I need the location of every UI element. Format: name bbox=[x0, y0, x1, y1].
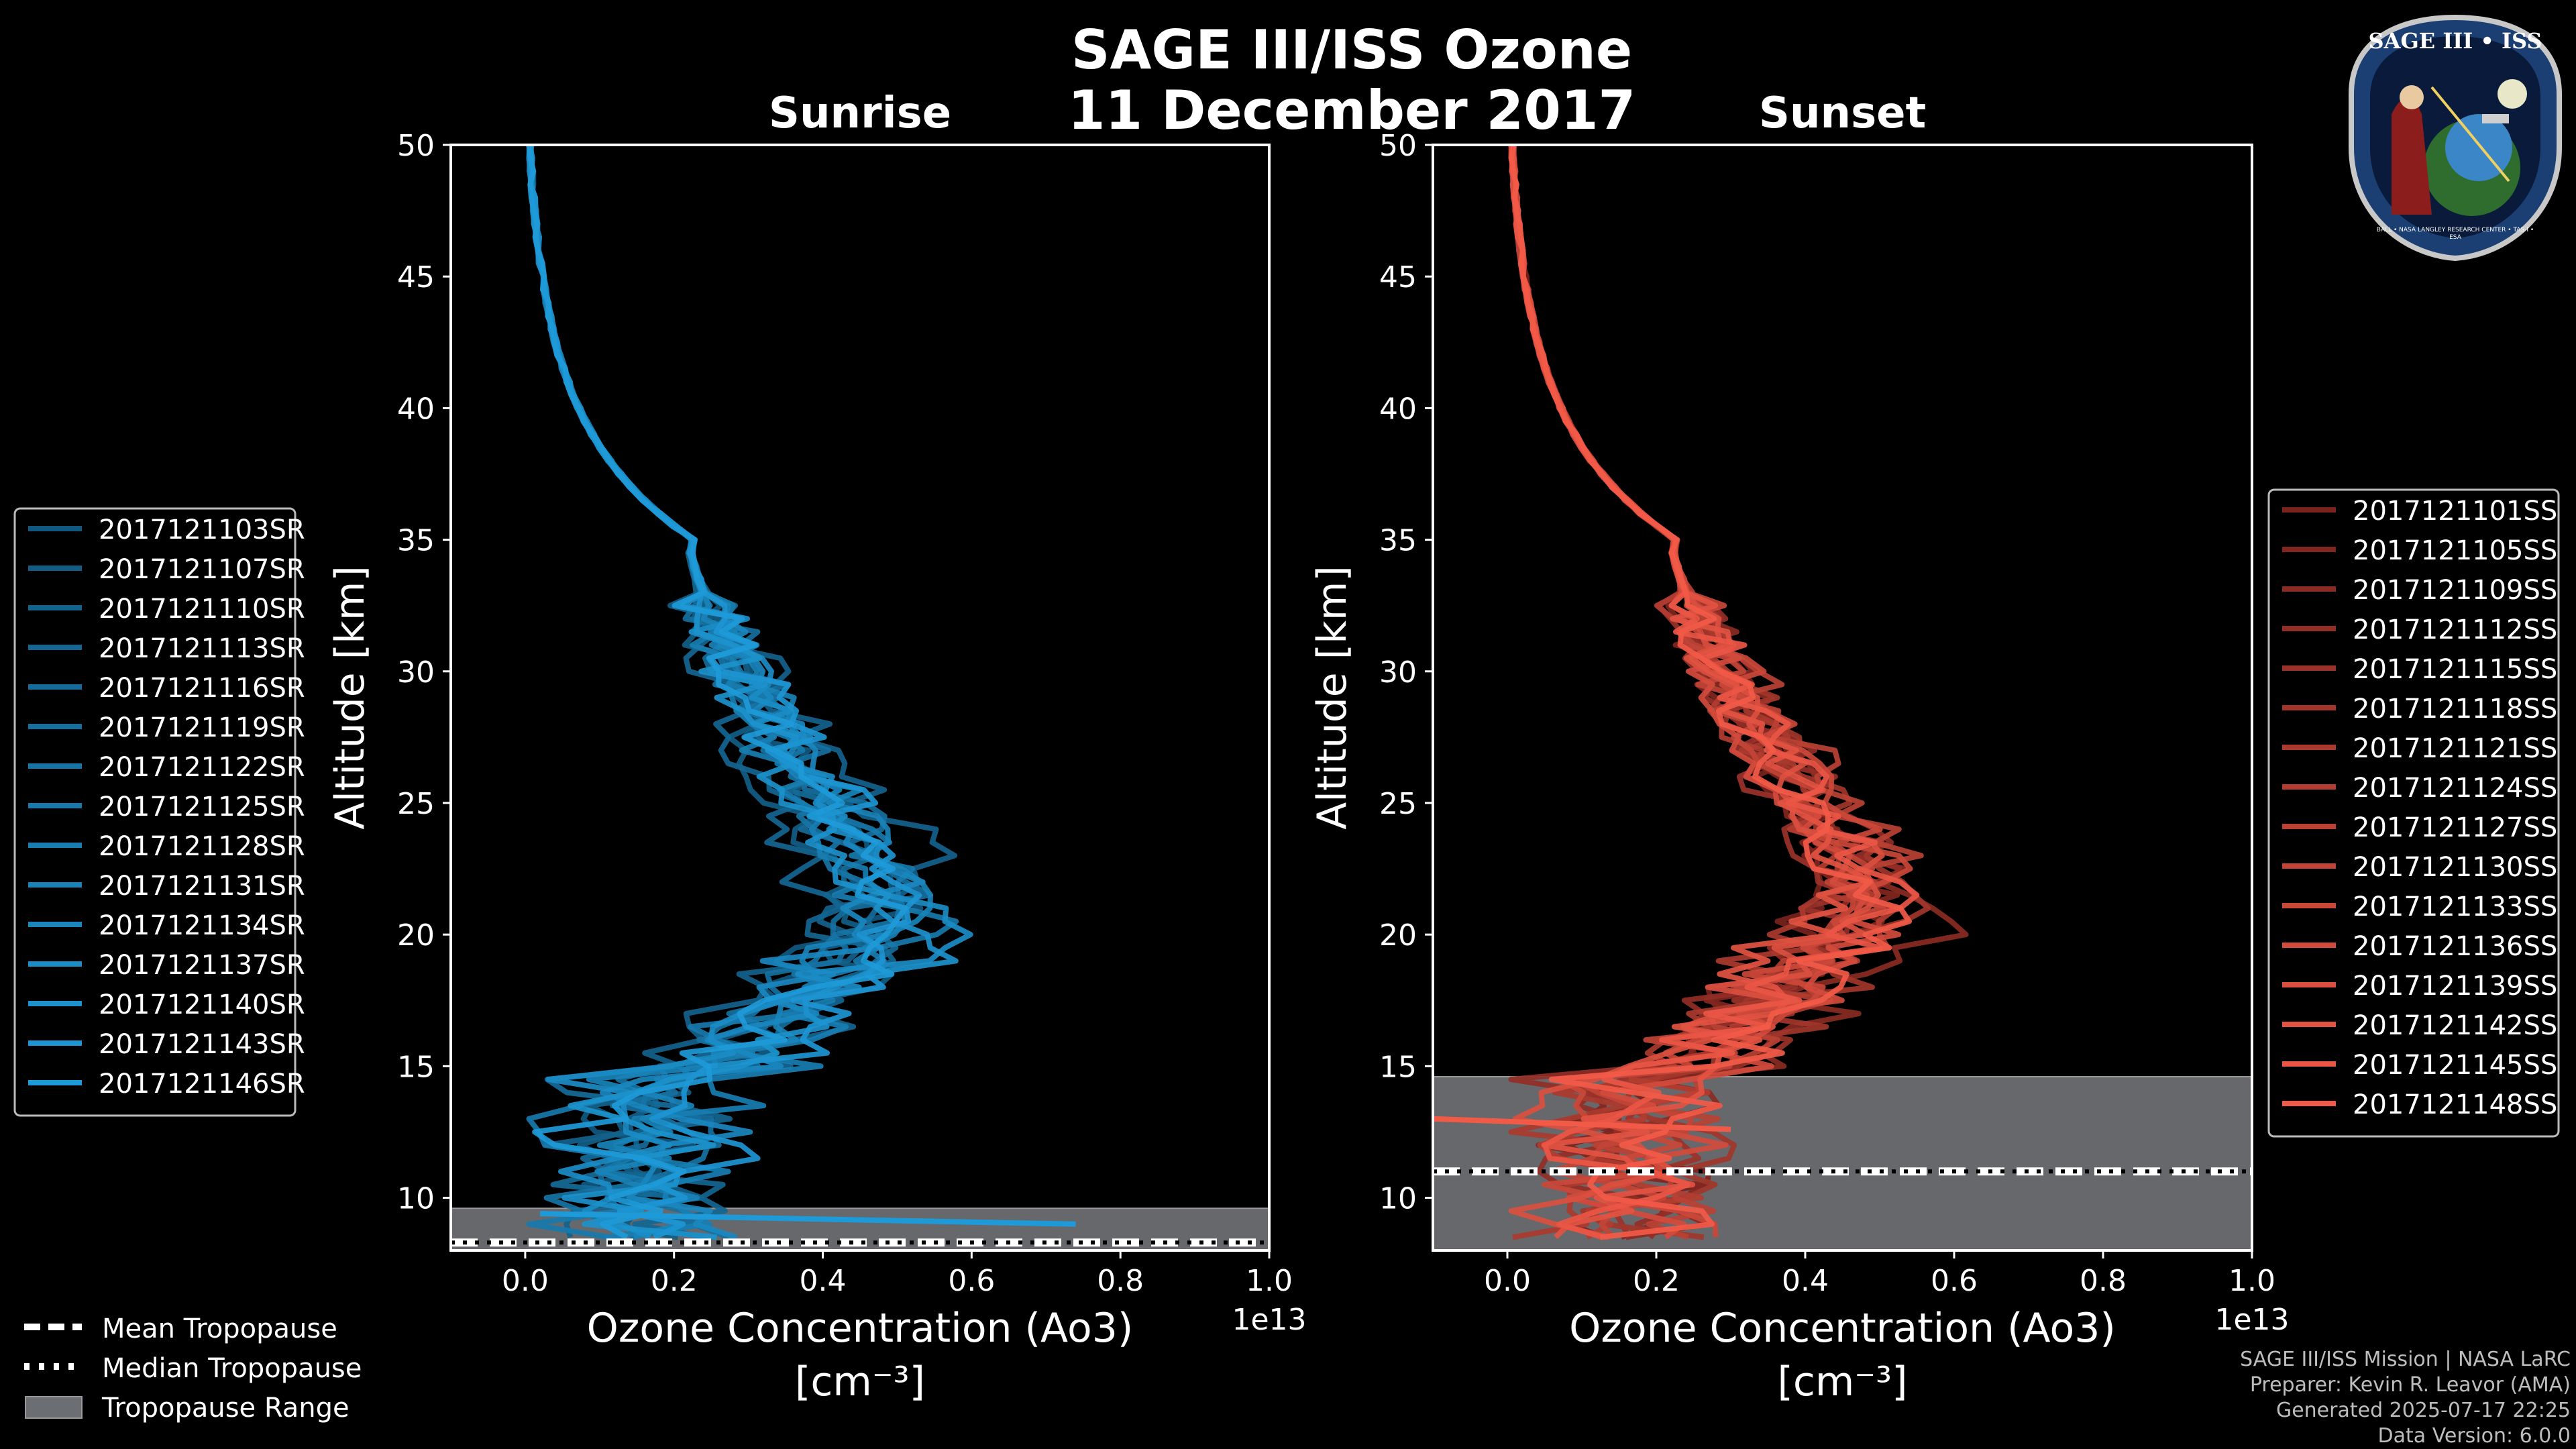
sunrise-legend-label: 2017121143SR bbox=[99, 1029, 305, 1060]
sunset-xunit: [cm⁻³] bbox=[1778, 1358, 1908, 1405]
logo-text: SAGE III • ISS bbox=[2368, 28, 2542, 54]
sunrise-legend-label: 2017121107SR bbox=[99, 554, 305, 585]
sunset-xtick-label: 0.6 bbox=[1931, 1264, 1978, 1298]
sunrise-ytick-label: 30 bbox=[397, 655, 435, 690]
sunrise-xtick-label: 0.8 bbox=[1097, 1264, 1144, 1298]
sunset-ytick-label: 40 bbox=[1379, 392, 1417, 426]
sunrise-ylabel: Altitude [km] bbox=[327, 566, 374, 830]
sunset-legend bbox=[2267, 488, 2560, 1138]
sunset-frame bbox=[1432, 144, 2253, 1252]
sunset-panel bbox=[1425, 144, 2253, 1258]
sunrise-legend-label: 2017121110SR bbox=[99, 594, 305, 625]
sunrise-xtick-label: 0.0 bbox=[502, 1264, 549, 1298]
sunset-xtick-label: 0.4 bbox=[1782, 1264, 1829, 1298]
sunrise-legend-label: 2017121134SR bbox=[99, 910, 305, 941]
tropopause-range-legend-label: Tropopause Range bbox=[101, 1393, 350, 1424]
sunrise-legend-label: 2017121128SR bbox=[99, 831, 305, 862]
sunrise-xtick-label: 0.6 bbox=[948, 1264, 995, 1298]
sunset-legend-label: 2017121145SS bbox=[2353, 1050, 2557, 1081]
sunset-ytick-label: 45 bbox=[1379, 260, 1417, 294]
sunrise-legend-label: 2017121122SR bbox=[99, 752, 305, 783]
sage-mission-logo: SAGE III • ISS BALL • NASA LANGLEY RESEA… bbox=[2345, 13, 2566, 262]
sunrise-legend-label: 2017121125SR bbox=[99, 792, 305, 822]
sunset-ytick-label: 10 bbox=[1379, 1182, 1417, 1216]
sunrise-legend bbox=[13, 507, 297, 1117]
sunset-ylabel: Altitude [km] bbox=[1309, 566, 1356, 830]
sunrise-title: Sunrise bbox=[769, 89, 951, 138]
sunrise-panel bbox=[443, 144, 1271, 1258]
sunrise-ytick-label: 40 bbox=[397, 392, 435, 426]
sunrise-legend-label: 2017121116SR bbox=[99, 673, 305, 704]
sunrise-ytick-label: 35 bbox=[397, 524, 435, 558]
sunrise-legend-label: 2017121131SR bbox=[99, 871, 305, 902]
credit-line-4: Data Version: 6.0.0 bbox=[2377, 1424, 2571, 1448]
sunrise-frame bbox=[449, 144, 1271, 1252]
sunrise-legend-label: 2017121137SR bbox=[99, 950, 305, 981]
sunrise-legend-label: 2017121113SR bbox=[99, 633, 305, 664]
tropopause-range-legend-swatch bbox=[25, 1396, 83, 1419]
credit-line-2: Preparer: Kevin R. Leavor (AMA) bbox=[2249, 1373, 2571, 1397]
sunrise-xlabel: Ozone Concentration (Ao3) bbox=[587, 1305, 1134, 1352]
sunrise-xtick-label: 1.0 bbox=[1246, 1264, 1293, 1298]
sunset-series-2017121148SS bbox=[1508, 144, 1912, 1240]
logo-ring-text: BALL • NASA LANGLEY RESEARCH CENTER • TA… bbox=[2376, 227, 2534, 241]
sunrise-plot-area bbox=[451, 145, 1269, 1250]
sunset-legend-label: 2017121148SS bbox=[2353, 1089, 2557, 1120]
sunset-legend-label: 2017121109SS bbox=[2353, 575, 2557, 606]
sunset-ytick-label: 20 bbox=[1379, 918, 1417, 953]
figure-title-line2: 11 December 2017 bbox=[1067, 79, 1636, 142]
sunset-surface-spike bbox=[1432, 1116, 1731, 1132]
sunrise-series-2017121146SR bbox=[526, 144, 908, 1240]
sunset-ytick-label: 15 bbox=[1379, 1050, 1417, 1084]
credit-line-3: Generated 2025-07-17 22:25 bbox=[2275, 1399, 2571, 1422]
sunset-plot-area bbox=[1433, 145, 2252, 1250]
credit-line-1: SAGE III/ISS Mission | NASA LaRC bbox=[2240, 1348, 2571, 1371]
credits-block: SAGE III/ISS Mission | NASA LaRC Prepare… bbox=[2240, 1347, 2571, 1449]
sunset-legend-label: 2017121121SS bbox=[2353, 733, 2557, 764]
sunset-ytick-label: 50 bbox=[1379, 129, 1417, 163]
median-tropopause-legend-label: Median Tropopause bbox=[102, 1353, 362, 1384]
sunrise-ytick-label: 10 bbox=[397, 1182, 435, 1216]
sunrise-surface-spike bbox=[540, 1211, 1076, 1227]
sunset-xtick-label: 0.8 bbox=[2080, 1264, 2127, 1298]
sunrise-ytick-label: 20 bbox=[397, 918, 435, 953]
sunrise-xtick-label: 0.4 bbox=[800, 1264, 847, 1298]
sunset-ytick-label: 25 bbox=[1379, 787, 1417, 821]
sunset-xtick-label: 1.0 bbox=[2229, 1264, 2275, 1298]
sunset-legend-label: 2017121133SS bbox=[2353, 892, 2557, 922]
sunset-ytick-label: 30 bbox=[1379, 655, 1417, 690]
sunrise-xtick-label: 0.2 bbox=[651, 1264, 698, 1298]
sunset-legend-label: 2017121118SS bbox=[2353, 694, 2557, 724]
sunrise-ytick-label: 45 bbox=[397, 260, 435, 294]
sunset-legend-label: 2017121105SS bbox=[2353, 535, 2557, 566]
sunrise-ytick-label: 25 bbox=[397, 787, 435, 821]
sunset-legend-label: 2017121127SS bbox=[2353, 812, 2557, 843]
sunrise-legend-label: 2017121140SR bbox=[99, 989, 305, 1020]
sunset-title: Sunset bbox=[1759, 89, 1926, 138]
sunset-ytick-label: 35 bbox=[1379, 524, 1417, 558]
sunrise-legend-label: 2017121146SR bbox=[99, 1069, 305, 1099]
sunset-xtick-label: 0.2 bbox=[1633, 1264, 1680, 1298]
sunrise-legend-label: 2017121119SR bbox=[99, 712, 305, 743]
sunrise-ytick-label: 50 bbox=[397, 129, 435, 163]
sunset-legend-label: 2017121130SS bbox=[2353, 852, 2557, 883]
sunset-legend-label: 2017121115SS bbox=[2353, 654, 2557, 685]
sunrise-offset-text: 1e13 bbox=[1232, 1303, 1306, 1337]
sunset-offset-text: 1e13 bbox=[2214, 1303, 2289, 1337]
sunset-xlabel: Ozone Concentration (Ao3) bbox=[1569, 1305, 2116, 1352]
sunrise-legend-label: 2017121103SR bbox=[99, 515, 305, 545]
sunrise-xunit: [cm⁻³] bbox=[795, 1358, 925, 1405]
sunset-legend-label: 2017121139SS bbox=[2353, 971, 2557, 1002]
sunset-legend-label: 2017121142SS bbox=[2353, 1010, 2557, 1041]
sunset-legend-label: 2017121136SS bbox=[2353, 931, 2557, 962]
sunrise-ytick-label: 15 bbox=[397, 1050, 435, 1084]
sunset-legend-label: 2017121112SS bbox=[2353, 614, 2557, 645]
mean-tropopause-legend-label: Mean Tropopause bbox=[102, 1313, 337, 1344]
sunset-legend-label: 2017121101SS bbox=[2353, 496, 2557, 527]
sunset-xtick-label: 0.0 bbox=[1484, 1264, 1531, 1298]
sunset-legend-label: 2017121124SS bbox=[2353, 773, 2557, 804]
figure-title-line1: SAGE III/ISS Ozone bbox=[1071, 19, 1633, 81]
